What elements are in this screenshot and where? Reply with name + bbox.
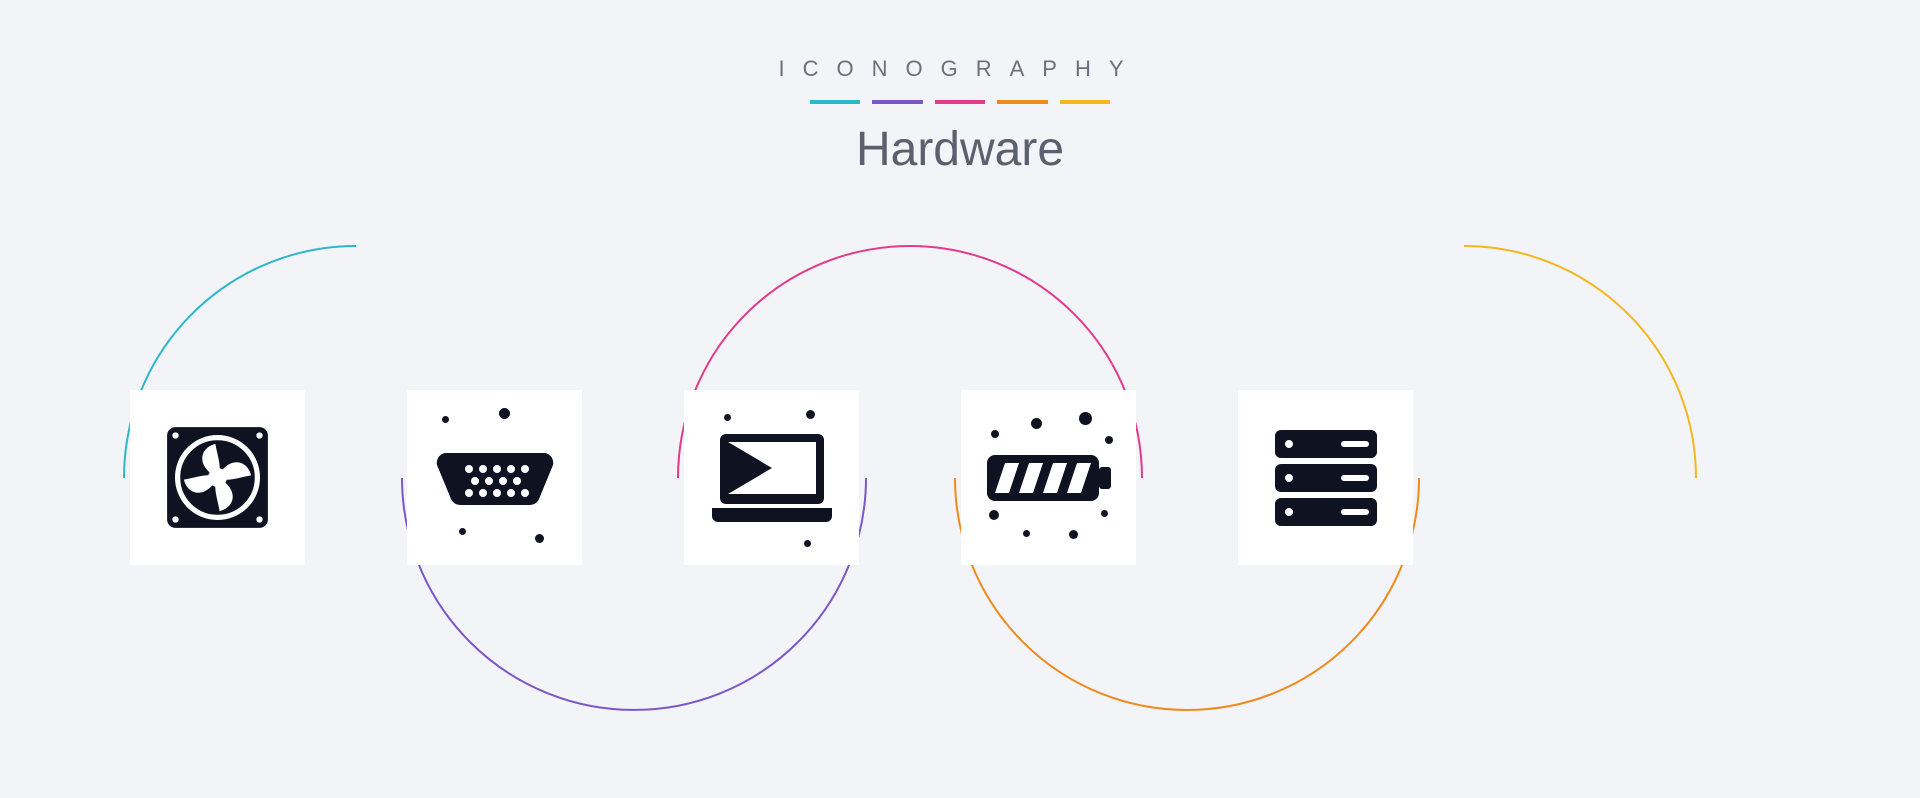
server-rack-icon — [1271, 428, 1381, 528]
decorative-dot — [991, 430, 999, 438]
icon-card — [1238, 390, 1413, 565]
icon-card — [130, 390, 305, 565]
fan-icon — [165, 425, 270, 530]
decorative-dot — [989, 510, 999, 520]
decorative-dot — [499, 408, 510, 419]
icon-card — [407, 390, 582, 565]
decorative-dot — [442, 416, 449, 423]
battery-full-icon — [985, 449, 1113, 507]
decorative-dot — [459, 528, 466, 535]
decorative-dot — [535, 534, 544, 543]
icon-card — [684, 390, 859, 565]
decorative-dot — [1069, 530, 1078, 539]
decorative-dot — [1101, 510, 1108, 517]
decorative-dot — [1023, 530, 1030, 537]
decorative-dot — [806, 410, 815, 419]
decorative-dot — [1105, 436, 1113, 444]
decorative-dot — [1079, 412, 1092, 425]
decorative-dot — [1031, 418, 1042, 429]
icon-stage — [0, 0, 1920, 798]
decorative-dot — [724, 414, 731, 421]
icon-card — [961, 390, 1136, 565]
laptop-icon — [712, 430, 832, 525]
vga-port-icon — [435, 443, 555, 513]
decorative-dot — [804, 540, 811, 547]
